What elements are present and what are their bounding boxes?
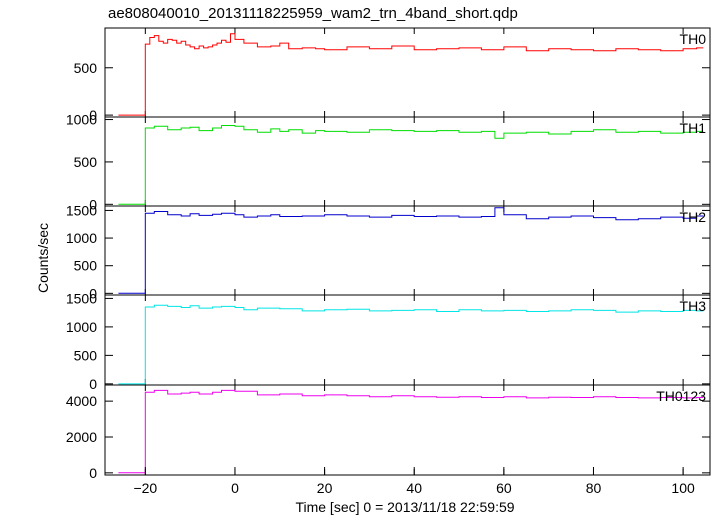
panel-frame: [104, 294, 711, 386]
y-tick-label: 4000: [66, 393, 97, 409]
panel-th3: 0 500 1000 1500 TH3: [66, 290, 711, 392]
x-tick-label: 60: [496, 480, 512, 496]
panel-label: TH0: [680, 31, 707, 47]
y-tick-label: 500: [74, 60, 98, 76]
y-tick-label: 0: [89, 285, 97, 301]
y-tick-label: 1000: [66, 230, 97, 246]
panel-label: TH2: [680, 209, 707, 225]
panel-frame: [104, 27, 711, 118]
x-tick-label: −20: [133, 480, 157, 496]
y-tick-label: 0: [89, 465, 97, 481]
y-tick-label: 1000: [66, 112, 97, 128]
panel-th0123: 0 2000 4000 TH0123: [66, 384, 711, 481]
y-tick-label: 500: [74, 347, 98, 363]
y-tick-label: 0: [89, 196, 97, 212]
y-tick-label: 1500: [66, 290, 97, 306]
panel-th0: 0 500 TH0: [74, 27, 711, 123]
chart-title: ae808040010_20131118225959_wam2_trn_4ban…: [108, 5, 518, 22]
x-axis-label: Time [sec] 0 = 2013/11/18 22:59:59: [295, 499, 514, 515]
x-tick-label: 80: [586, 480, 602, 496]
x-tick-label: 100: [671, 480, 695, 496]
x-tick-label: 40: [406, 480, 422, 496]
y-axis-label: Counts/sec: [35, 223, 51, 293]
y-tick-label: 0: [89, 376, 97, 392]
series-line-th2: [118, 207, 704, 294]
y-tick-label: 1500: [66, 202, 97, 218]
series-line-th1: [118, 125, 704, 205]
y-tick-label: 1000: [66, 319, 97, 335]
series-line-th0123: [118, 389, 704, 474]
panel-frame: [104, 384, 711, 476]
x-tick-label: 20: [317, 480, 333, 496]
panel-label: TH0123: [656, 388, 706, 404]
panel-label: TH3: [680, 298, 707, 314]
panel-label: TH1: [680, 120, 707, 136]
panel-th2: 0 500 1000 1500 TH2: [66, 202, 711, 301]
y-tick-label: 500: [74, 154, 98, 170]
y-tick-label: 2000: [66, 429, 97, 445]
series-line-th0: [118, 33, 704, 116]
panels-group: 0 500 TH0 0 500 1000 TH1 0 500 1000 1500 TH2 0 500 100…: [66, 27, 711, 481]
x-axis: −20 0 20 40 60 80 100: [133, 467, 695, 496]
panel-th1: 0 500 1000 TH1: [66, 112, 711, 212]
y-tick-label: 0: [89, 107, 97, 123]
y-tick-label: 500: [74, 258, 98, 274]
x-tick-label: 0: [231, 480, 239, 496]
series-line-th3: [118, 304, 704, 385]
